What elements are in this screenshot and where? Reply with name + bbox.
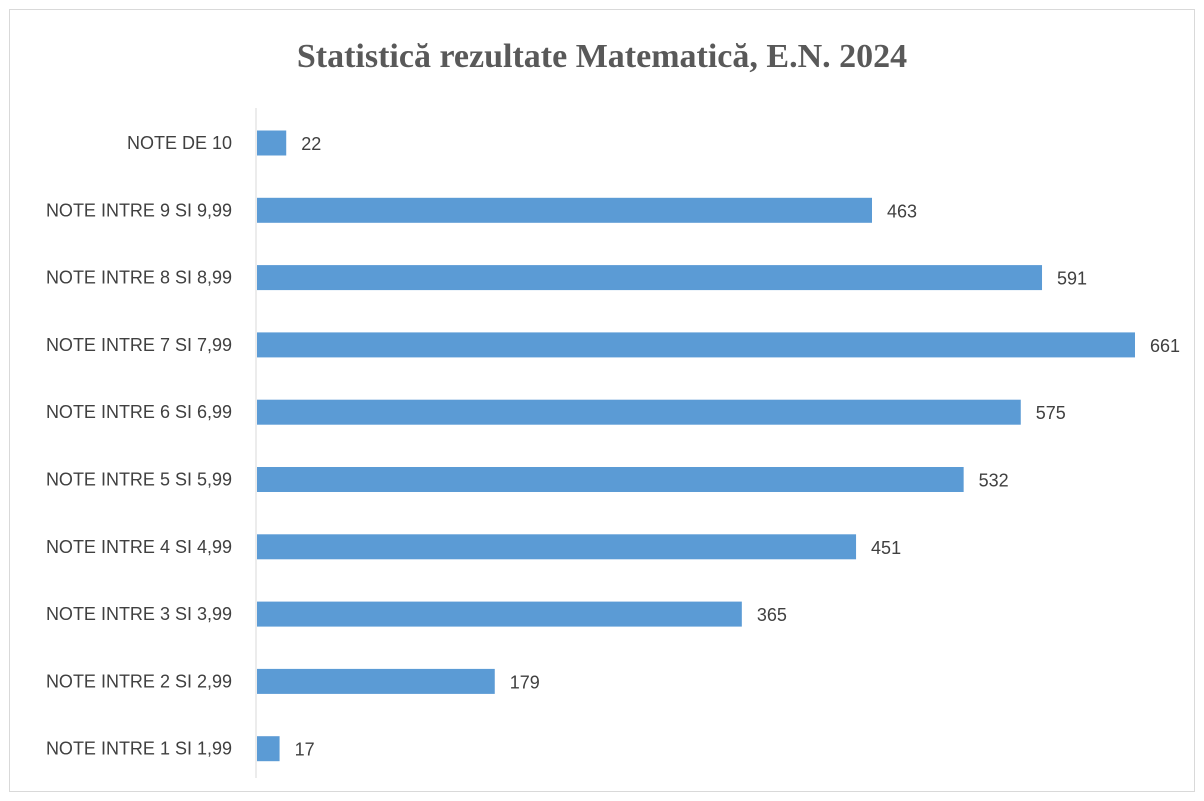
data-label: 661 (1150, 336, 1180, 356)
category-label: NOTE INTRE 7 SI 7,99 (46, 335, 232, 355)
data-label: 591 (1057, 269, 1087, 289)
bar (257, 265, 1043, 291)
bar (257, 601, 742, 627)
bars-layer (257, 130, 1135, 762)
category-label: NOTE INTRE 9 SI 9,99 (46, 200, 232, 220)
category-label: NOTE DE 10 (127, 133, 232, 153)
data-label: 463 (887, 201, 917, 221)
category-label: NOTE INTRE 2 SI 2,99 (46, 671, 232, 691)
data-label: 17 (295, 740, 315, 760)
category-label: NOTE INTRE 4 SI 4,99 (46, 537, 232, 557)
category-label: NOTE INTRE 6 SI 6,99 (46, 402, 232, 422)
data-label: 532 (979, 471, 1009, 491)
bar (257, 332, 1135, 358)
bar (257, 668, 495, 694)
data-label: 179 (510, 672, 540, 692)
bar (257, 736, 280, 762)
category-label: NOTE INTRE 8 SI 8,99 (46, 268, 232, 288)
bar (257, 197, 872, 223)
data-label: 22 (301, 134, 321, 154)
data-label: 451 (871, 538, 901, 558)
data-label: 365 (757, 605, 787, 625)
bar (257, 534, 857, 560)
bar (257, 399, 1021, 425)
bar (257, 467, 964, 492)
category-label: NOTE INTRE 3 SI 3,99 (46, 604, 232, 624)
labels-layer: NOTE DE 10 22 NOTE INTRE 9 SI 9,99 463 NOTE … (46, 133, 1180, 760)
category-label: NOTE INTRE 1 SI 1,99 (46, 739, 232, 759)
chart-title: Statistică rezultate Matematică, E.N. 20… (296, 38, 908, 75)
category-label: NOTE INTRE 5 SI 5,99 (46, 470, 232, 490)
data-label: 575 (1036, 403, 1066, 423)
bar (257, 130, 287, 156)
